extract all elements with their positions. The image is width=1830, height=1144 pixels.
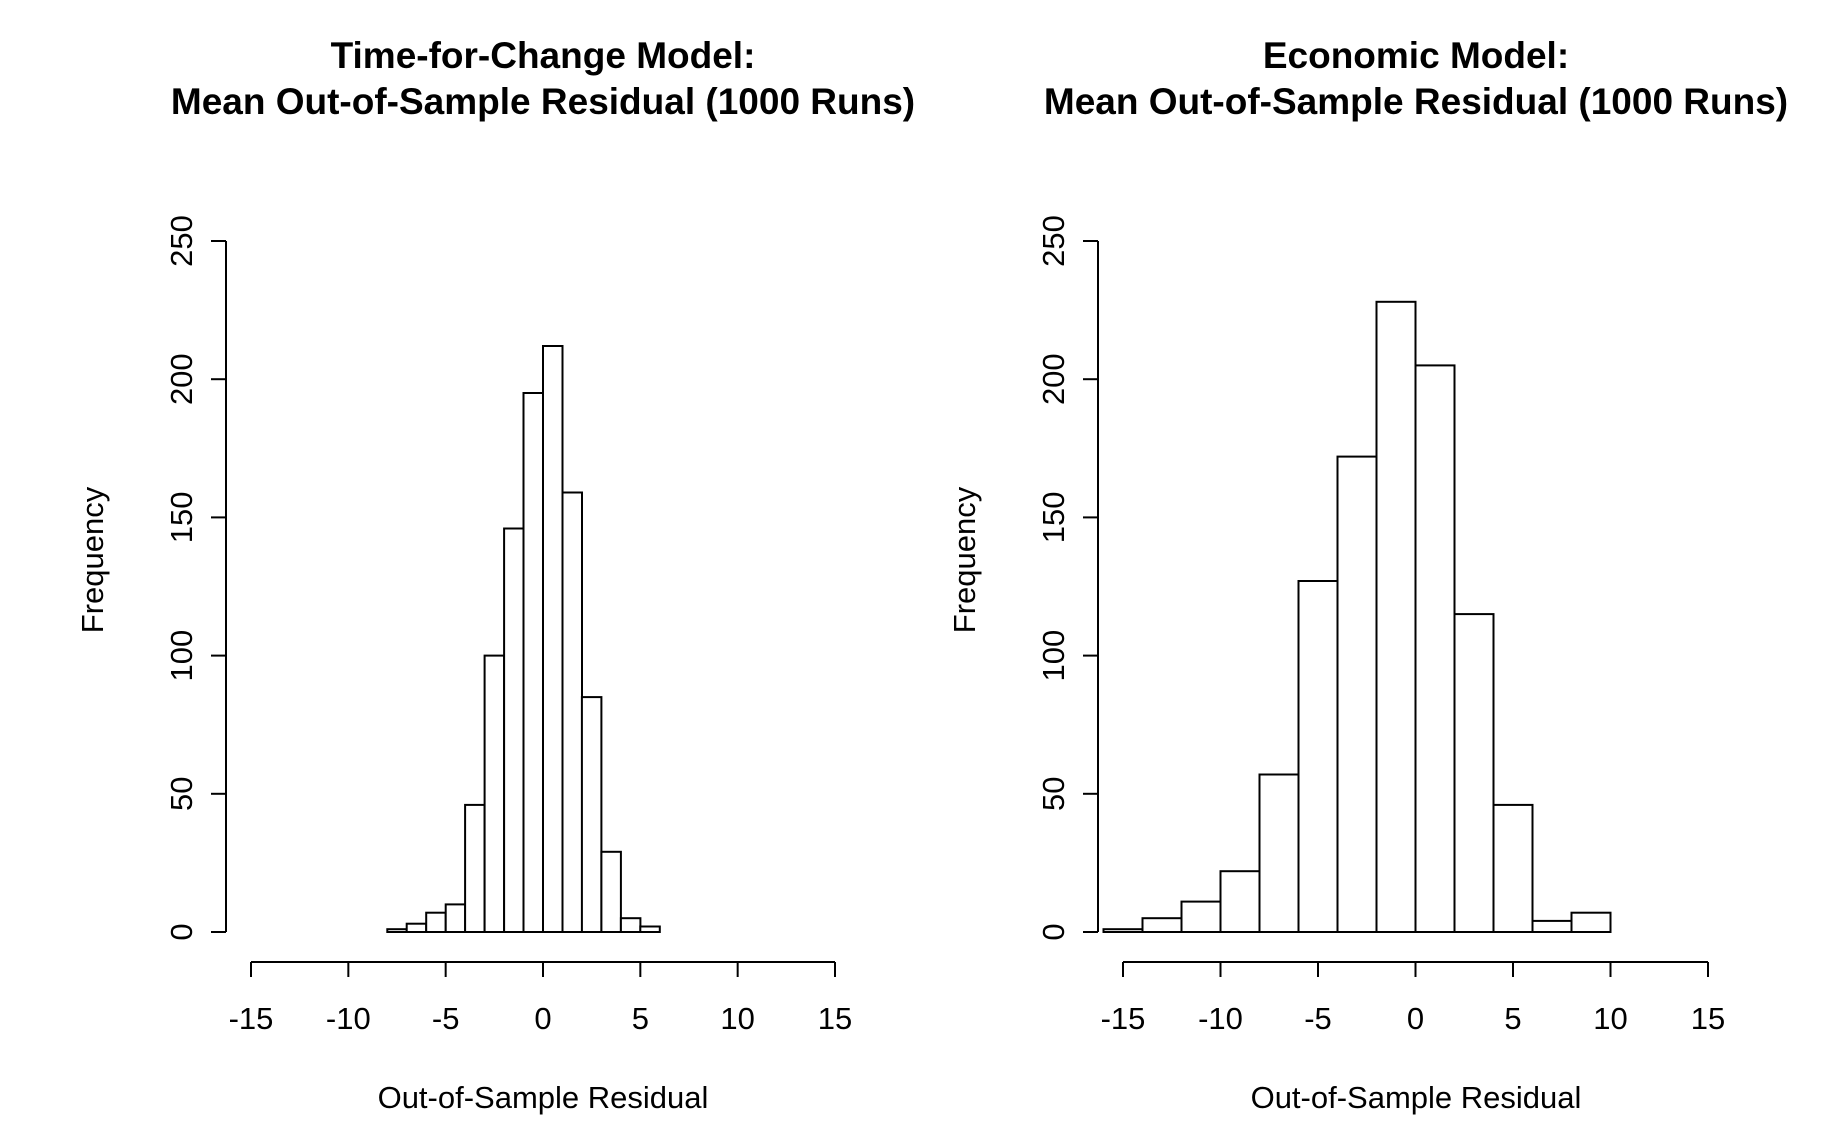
histogram-bar [1492, 803, 1534, 934]
histogram-bar [1414, 364, 1456, 933]
histogram-bar [1180, 900, 1222, 933]
chart-title-line1: Economic Model: [1263, 35, 1569, 76]
x-axis-label: Out-of-Sample Residual [1251, 1080, 1582, 1115]
histogram-bar [386, 928, 408, 934]
histogram-bar [405, 922, 428, 934]
histogram-bar [1531, 919, 1573, 934]
x-tick-label: 5 [632, 1001, 649, 1036]
histogram-bar [464, 803, 486, 934]
x-tick-label: -10 [1198, 1001, 1243, 1036]
bars [386, 345, 661, 934]
x-axis-label: Out-of-Sample Residual [378, 1080, 709, 1115]
y-axis-label: Frequency [947, 486, 982, 633]
y-tick-label: 200 [164, 353, 199, 405]
y-tick-label: 200 [1036, 353, 1071, 405]
histogram-bar [444, 903, 467, 934]
x-tick-label: 10 [1593, 1001, 1627, 1036]
x-tick-label: 15 [818, 1001, 852, 1036]
x-tick-label: 5 [1504, 1001, 1521, 1036]
y-tick-label: 150 [164, 492, 199, 544]
histogram-bar [1219, 870, 1261, 934]
x-tick-label: -10 [326, 1001, 371, 1036]
histogram-bar [542, 345, 564, 933]
histogram-bar [1336, 455, 1378, 933]
bars [1102, 300, 1612, 934]
y-tick-label: 0 [164, 923, 199, 940]
histogram-bar [503, 527, 525, 933]
histogram-bar [1141, 917, 1183, 934]
x-tick-label: 15 [1691, 1001, 1725, 1036]
histogram-bar [580, 696, 603, 933]
histogram-bar [483, 654, 506, 933]
y-axis-label: Frequency [75, 486, 110, 633]
histogram-bar [1570, 911, 1612, 934]
y-tick-label: 100 [1036, 630, 1071, 682]
histogram-bar [522, 392, 544, 933]
y-tick-label: 50 [164, 777, 199, 811]
y-tick-label: 100 [164, 630, 199, 682]
x-tick-label: -5 [1304, 1001, 1332, 1036]
x-tick-label: 0 [534, 1001, 551, 1036]
y-tick-label: 250 [1036, 215, 1071, 267]
histogram-bar [1375, 300, 1417, 933]
histogram-bar [619, 917, 642, 934]
x-tick-label: -5 [432, 1001, 460, 1036]
histogram-bar [1102, 928, 1144, 934]
histogram-bar [425, 911, 447, 934]
histogram-bar [600, 850, 622, 933]
x-tick-label: 0 [1407, 1001, 1424, 1036]
y-tick-label: 250 [164, 215, 199, 267]
histogram-bar [639, 925, 661, 933]
y-tick-label: 0 [1036, 923, 1071, 940]
y-tick-label: 50 [1036, 777, 1071, 811]
time-for-change-histogram: Time-for-Change Model: Mean Out-of-Sampl… [75, 35, 915, 1115]
chart-title-line2: Mean Out-of-Sample Residual (1000 Runs) [171, 81, 915, 122]
y-tick-label: 150 [1036, 492, 1071, 544]
histogram-bar [1258, 773, 1300, 933]
histogram-bar [1297, 580, 1339, 933]
chart-title-line2: Mean Out-of-Sample Residual (1000 Runs) [1044, 81, 1788, 122]
chart-title-line1: Time-for-Change Model: [331, 35, 756, 76]
histogram-bar [561, 491, 583, 933]
x-tick-label: -15 [229, 1001, 274, 1036]
x-tick-label: 10 [720, 1001, 754, 1036]
economic-model-histogram: Economic Model: Mean Out-of-Sample Resid… [947, 35, 1788, 1115]
histogram-bar [1453, 613, 1495, 933]
x-tick-label: -15 [1101, 1001, 1146, 1036]
